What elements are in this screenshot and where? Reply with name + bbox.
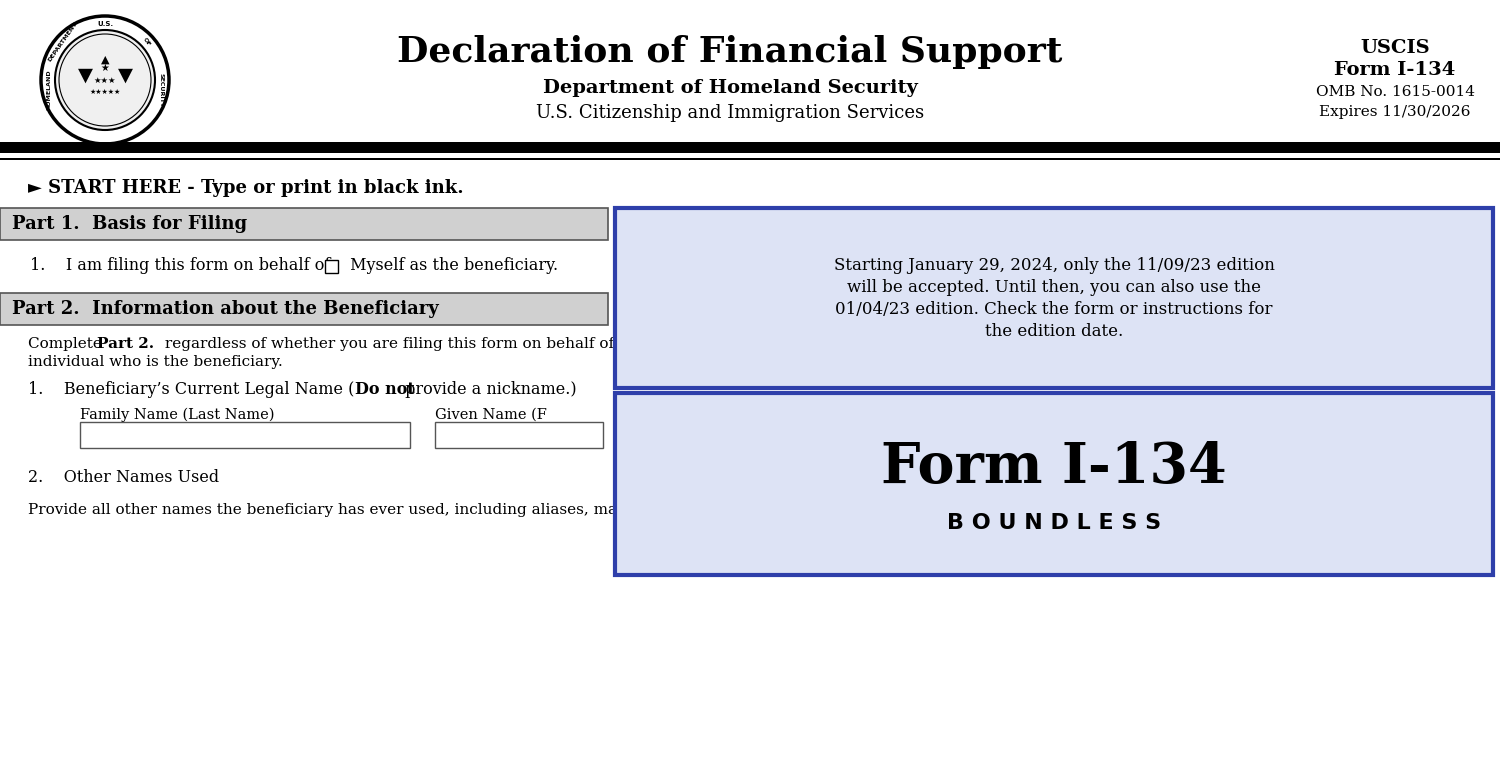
Text: provide a nickname.): provide a nickname.) [400, 381, 576, 398]
Bar [0, 208, 608, 240]
Text: Complete: Complete [28, 337, 106, 351]
Bar [326, 260, 338, 273]
Text: Provide all other names the beneficiary has ever used, including aliases, maiden: Provide all other names the beneficiary … [28, 503, 1018, 517]
Text: will be accepted. Until then, you can also use the: will be accepted. Until then, you can al… [847, 278, 1262, 295]
Text: ★★★: ★★★ [93, 75, 117, 84]
Text: Part 2.: Part 2. [98, 337, 154, 351]
Circle shape [56, 30, 154, 130]
Text: U.S.: U.S. [98, 21, 112, 27]
Text: 01/04/23 edition. Check the form or instructions for: 01/04/23 edition. Check the form or inst… [836, 301, 1272, 318]
Text: U.S. Citizenship and Immigration Services: U.S. Citizenship and Immigration Service… [536, 104, 924, 122]
Text: HOMELAND: HOMELAND [46, 70, 51, 110]
Text: 1.    Beneficiary’s Current Legal Name (: 1. Beneficiary’s Current Legal Name ( [28, 381, 354, 398]
Text: Form I-134: Form I-134 [880, 440, 1227, 495]
Text: Family Name (Last Name): Family Name (Last Name) [80, 408, 274, 422]
Text: ▲: ▲ [100, 55, 109, 65]
Text: ► START HERE - Type or print in black ink.: ► START HERE - Type or print in black in… [28, 179, 463, 197]
Text: Department of Homeland Security: Department of Homeland Security [543, 79, 918, 97]
Text: DEPARTMENT: DEPARTMENT [48, 21, 78, 63]
Bar [0, 293, 608, 325]
Text: SECURITY: SECURITY [159, 73, 164, 107]
Circle shape [40, 16, 170, 144]
Bar [435, 422, 603, 448]
Text: ▼: ▼ [78, 66, 93, 84]
Text: Given Name (F: Given Name (F [435, 408, 548, 422]
Bar [80, 422, 410, 448]
Text: Do not: Do not [356, 381, 414, 398]
Text: regardless of whether you are filing this form on behalf of yourself as the bene: regardless of whether you are filing thi… [160, 337, 1008, 351]
Bar [615, 393, 1492, 575]
Text: ★: ★ [100, 63, 109, 73]
Text: Declaration of Financial Support: Declaration of Financial Support [398, 35, 1062, 69]
Text: OF: OF [142, 36, 152, 47]
Bar [0, 142, 1500, 153]
Bar [0, 0, 1500, 155]
Text: USCIS: USCIS [1360, 39, 1430, 57]
Text: OMB No. 1615-0014: OMB No. 1615-0014 [1316, 85, 1474, 99]
Text: Part 1.  Basis for Filing: Part 1. Basis for Filing [12, 215, 248, 233]
Bar [0, 157, 1500, 160]
Text: ★★★★★: ★★★★★ [90, 89, 120, 95]
Text: Part 2.  Information about the Beneficiary: Part 2. Information about the Beneficiar… [12, 300, 438, 318]
Bar [615, 208, 1492, 388]
Text: Starting January 29, 2024, only the 11/09/23 edition: Starting January 29, 2024, only the 11/0… [834, 257, 1275, 274]
Text: B O U N D L E S S: B O U N D L E S S [946, 513, 1161, 533]
Text: Form I-134: Form I-134 [1335, 61, 1455, 79]
Text: ▼: ▼ [117, 66, 132, 84]
Text: Expires 11/30/2026: Expires 11/30/2026 [1320, 105, 1470, 119]
Text: 1.    I am filing this form on behalf of:: 1. I am filing this form on behalf of: [30, 257, 336, 274]
Text: individual who is the beneficiary.: individual who is the beneficiary. [28, 355, 282, 369]
Text: Myself as the beneficiary.: Myself as the beneficiary. [345, 257, 558, 274]
Circle shape [58, 34, 152, 126]
Text: the edition date.: the edition date. [986, 322, 1124, 339]
Text: 2.    Other Names Used: 2. Other Names Used [28, 470, 219, 487]
